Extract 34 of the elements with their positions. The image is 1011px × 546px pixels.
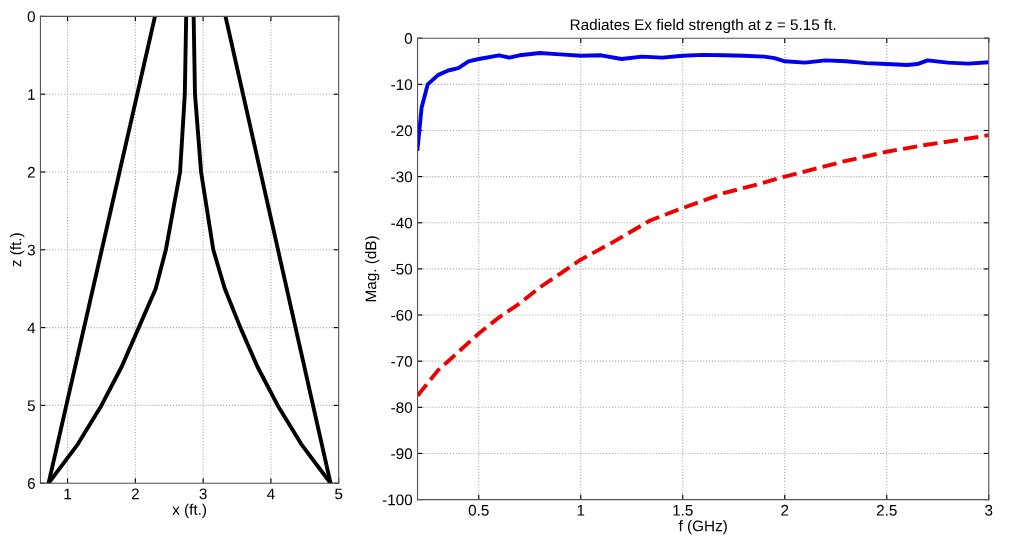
x-tick-label: 3 xyxy=(985,504,993,516)
x-axis-title: f (GHz) xyxy=(678,520,727,535)
x-tick-label: 2.5 xyxy=(876,504,897,516)
x-tick-label: 1.5 xyxy=(673,505,693,516)
y-tick-label: 4 xyxy=(27,322,36,334)
chart-title: Radiates Ex field strength at z = 5.15 ft. xyxy=(570,18,836,34)
y-tick-label: -60 xyxy=(391,309,413,321)
y-tick-label: 0 xyxy=(27,11,35,23)
y-tick-label: -50 xyxy=(391,263,413,275)
y-tick-label: -40 xyxy=(391,217,413,229)
x-tick-label: 5 xyxy=(335,488,343,500)
x-tick-label: 2 xyxy=(131,488,139,500)
y-tick-label: -70 xyxy=(391,356,413,367)
y-tick-label: 3 xyxy=(27,244,35,256)
y-tick-label: 6 xyxy=(27,478,35,489)
y-axis-title: z (ft.) xyxy=(10,233,25,267)
x-tick-label: 1 xyxy=(64,488,72,500)
y-tick-label: 1 xyxy=(28,89,35,100)
y-tick-label: -20 xyxy=(391,125,413,137)
y-tick-label: 2 xyxy=(27,166,35,178)
x-tick-label: 1 xyxy=(577,505,585,516)
y-tick-label: -80 xyxy=(391,402,413,413)
y-axis-title: Mag. (dB) xyxy=(365,236,380,302)
x-tick-label: 2 xyxy=(781,504,789,516)
x-axis-title: x (ft.) xyxy=(172,503,207,518)
y-tick-label: 5 xyxy=(27,400,35,412)
y-tick-label: -100 xyxy=(382,494,413,506)
y-tick-label: 0 xyxy=(404,33,413,44)
x-tick-label: 4 xyxy=(267,488,275,500)
y-tick-label: -90 xyxy=(391,448,413,460)
y-tick-label: -30 xyxy=(391,171,413,183)
x-tick-label: 3 xyxy=(199,488,207,500)
x-tick-label: 0.5 xyxy=(468,504,489,516)
y-tick-label: -10 xyxy=(391,79,413,91)
